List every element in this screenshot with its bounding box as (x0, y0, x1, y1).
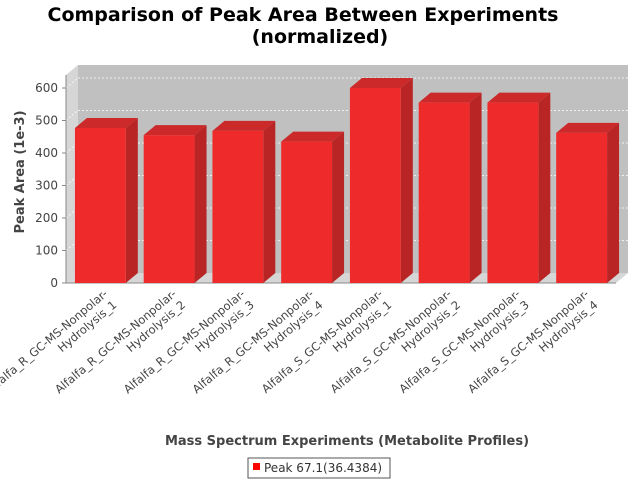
legend: Peak 67.1(36.4384) (247, 457, 391, 479)
bar-top (74, 117, 138, 128)
bar (556, 132, 608, 283)
y-tick-label: 100 (35, 244, 58, 258)
bar-top (556, 122, 620, 133)
legend-frame (247, 457, 391, 479)
bar-top (143, 125, 207, 136)
y-tick-label: 0 (50, 276, 58, 290)
chart-title-line-2: (normalized) (252, 26, 389, 48)
bar-side (469, 92, 482, 283)
bar-top (418, 92, 482, 103)
y-tick-label: 300 (35, 179, 58, 193)
chart-title-line-1: Comparison of Peak Area Between Experime… (48, 4, 559, 26)
y-tick-label: 200 (35, 211, 58, 225)
bar (487, 102, 539, 283)
bar-side (332, 131, 345, 283)
bar (74, 127, 126, 283)
bar-top (212, 120, 276, 131)
y-tick-label: 400 (35, 146, 58, 160)
bar-side (263, 120, 276, 284)
gridline-wall (65, 77, 79, 89)
y-tick-label: 500 (35, 114, 58, 128)
bar (143, 135, 195, 283)
legend-label: Peak 67.1(36.4384) (264, 461, 382, 475)
bar-side (538, 92, 551, 283)
bar-side (125, 117, 138, 283)
bar-top (281, 131, 345, 142)
bar (349, 88, 401, 283)
bar-side (400, 78, 413, 283)
bar (418, 102, 470, 283)
bar (212, 130, 264, 283)
bar-top (487, 92, 551, 103)
gridline-wall (65, 110, 79, 121)
y-axis-label: Peak Area (1e-3) (13, 110, 28, 233)
bar-side (194, 125, 207, 283)
bar-side (607, 122, 620, 283)
legend-swatch (253, 463, 260, 470)
x-axis-label: Mass Spectrum Experiments (Metabolite Pr… (165, 434, 529, 449)
plot-area: 0 100 200 300 400 500 600 Alfalfa_R_GC-MS-Nonpo… (0, 65, 628, 396)
bar (281, 141, 333, 283)
x-tick-label: Alfalfa_R_GC-MS-Nonpolar- (0, 287, 110, 397)
bar-top (349, 78, 413, 88)
y-tick-label: 600 (35, 81, 58, 95)
